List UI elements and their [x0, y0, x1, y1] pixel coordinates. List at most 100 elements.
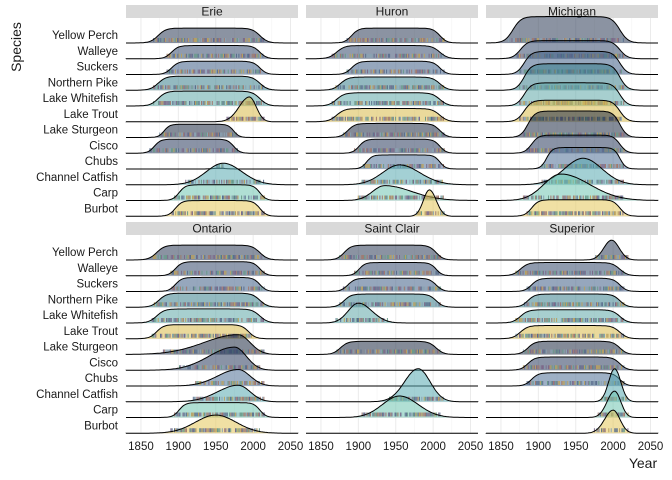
ridge-suckers — [306, 277, 478, 292]
ridge-lake-whitefish — [306, 92, 478, 107]
y-tick-label: Cisco — [89, 140, 118, 152]
facet-strip-label: Michigan — [548, 5, 596, 19]
ridge-lake-trout — [125, 324, 299, 340]
rug-marks — [331, 101, 444, 105]
ridge-line — [486, 50, 658, 75]
ridge-fill — [486, 63, 658, 91]
ridge-line — [306, 122, 478, 138]
ridge-line — [125, 292, 299, 308]
ridge-channel-catfish — [125, 162, 299, 186]
rug-marks — [170, 270, 265, 275]
ridge-lake-sturgeon — [306, 340, 478, 355]
y-tick-label: Yellow Perch — [52, 30, 118, 42]
x-tick-label: 1950 — [563, 441, 589, 453]
ridge-chubs — [306, 154, 478, 170]
ridge-walleye — [305, 262, 479, 277]
rug-marks — [346, 38, 445, 42]
ridge-carp — [486, 173, 659, 201]
ridge-fill — [126, 61, 298, 75]
y-tick-label: Channel Catfish — [36, 172, 118, 184]
ridge-lake-whitefish — [126, 308, 298, 324]
ridge-fill — [126, 139, 298, 154]
ridge-line — [125, 75, 299, 91]
y-tick-label: Northern Pike — [48, 294, 118, 306]
ridge-yellow-perch — [485, 16, 658, 44]
ridge-northern-pike — [305, 76, 479, 91]
ridge-fill — [486, 111, 658, 138]
ridge-line — [485, 63, 659, 91]
ridge-line — [306, 244, 478, 261]
ridge-yellow-perch — [306, 27, 478, 44]
ridge-fill — [126, 402, 298, 418]
ridge-channel-catfish — [305, 368, 479, 403]
ridge-carp — [126, 184, 298, 201]
ridge-line — [306, 395, 478, 418]
ridge-line — [126, 27, 298, 44]
rug-marks — [336, 349, 441, 354]
facet-strip — [306, 222, 478, 235]
ridge-carp — [486, 390, 658, 418]
x-axis-title: Year — [629, 455, 658, 471]
rug-marks — [354, 270, 439, 275]
rug-marks — [346, 69, 445, 74]
ridge-fill — [306, 341, 478, 355]
ridge-fill — [486, 391, 658, 418]
ridge-fill — [126, 415, 298, 434]
ridge-yellow-perch — [486, 239, 658, 261]
rug-marks — [226, 116, 265, 121]
rug-marks — [522, 195, 624, 200]
y-tick-label: Suckers — [76, 279, 118, 291]
ridge-fill — [306, 61, 478, 75]
ridge-line — [125, 261, 299, 277]
ridge-lake-whitefish — [486, 309, 658, 324]
ridge-lake-whitefish — [306, 302, 478, 324]
ridge-line — [486, 110, 658, 138]
ridge-line — [126, 369, 298, 387]
x-tick-label: 2000 — [600, 441, 626, 453]
ridge-line — [125, 346, 299, 371]
ridge-carp — [306, 185, 478, 201]
x-tick-label: 1900 — [346, 441, 372, 453]
ridge-line — [305, 45, 479, 60]
ridge-walleye — [125, 45, 299, 60]
rug-marks — [171, 286, 265, 291]
ridge-suckers — [126, 276, 298, 292]
rug-marks — [195, 381, 265, 385]
rug-marks — [331, 53, 444, 58]
ridge-line — [306, 340, 478, 355]
ridge-chubs — [486, 372, 658, 387]
ridge-fill — [486, 278, 658, 292]
y-axis-title: Species — [8, 22, 24, 72]
y-tick-label: Cisco — [89, 357, 118, 369]
y-tick-label: Walleye — [78, 263, 118, 275]
ridge-line — [486, 340, 658, 355]
rug-marks — [153, 302, 264, 307]
rug-marks — [170, 428, 260, 433]
x-tick-label: 1900 — [166, 441, 192, 453]
facet-panel: Erie — [125, 5, 299, 217]
ridge-fill — [486, 158, 658, 185]
ridge-burbot — [305, 189, 479, 217]
ridge-yellow-perch — [126, 27, 298, 44]
ridge-line — [125, 200, 299, 217]
ridge-line — [305, 262, 479, 277]
rug-marks — [174, 195, 265, 200]
ridge-line — [306, 302, 478, 324]
rug-marks — [166, 53, 264, 58]
rug-marks — [159, 132, 237, 137]
rug-marks — [179, 365, 261, 370]
ridge-fill — [306, 368, 478, 402]
ridge-cisco — [485, 356, 659, 371]
facet-strip — [126, 222, 298, 235]
ridge-line — [485, 409, 659, 434]
ridge-line — [486, 239, 658, 261]
facet-panel: Saint Clair — [305, 222, 479, 434]
x-tick-label: 1850 — [308, 441, 334, 453]
x-tick-label: 1850 — [128, 441, 154, 453]
ridge-line — [305, 368, 479, 403]
y-tick-label: Yellow Perch — [52, 247, 118, 259]
facet-strip-label: Superior — [549, 222, 594, 236]
ridge-line — [306, 277, 478, 292]
ridge-fill — [306, 189, 478, 217]
ridge-lake-sturgeon — [486, 340, 658, 355]
